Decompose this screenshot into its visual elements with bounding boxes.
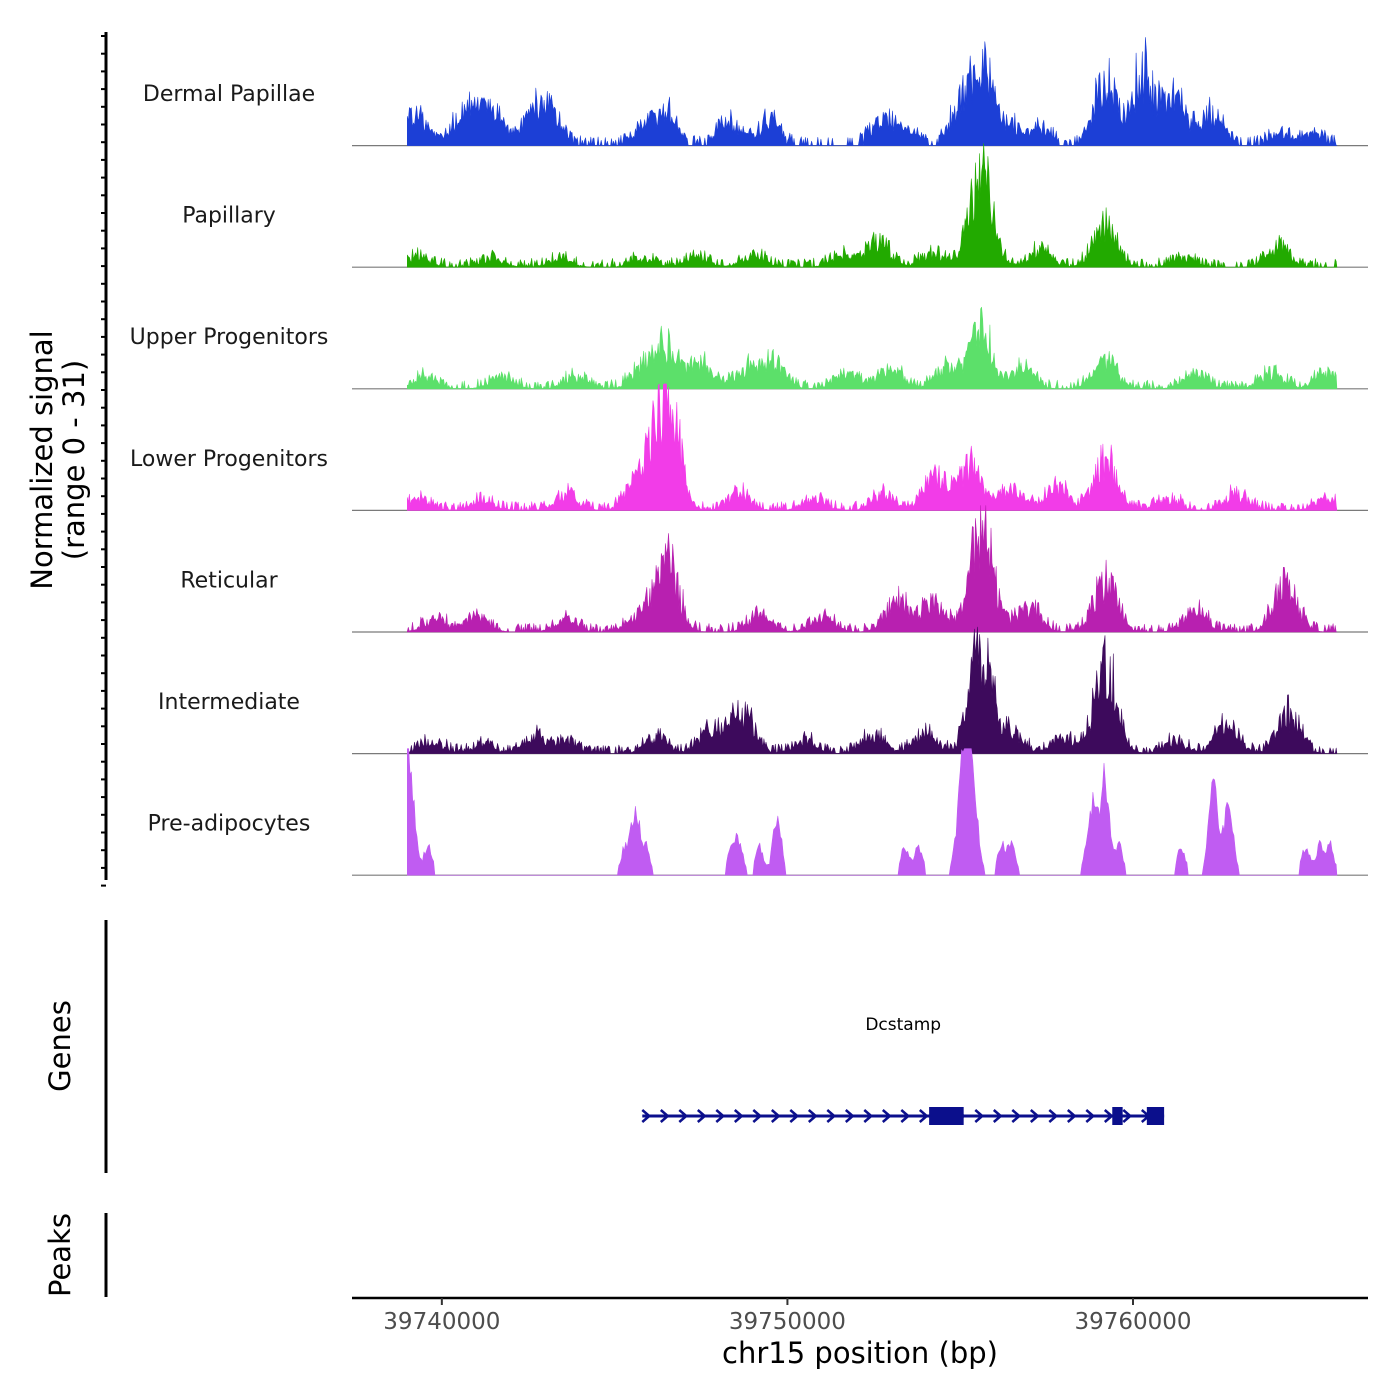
track-dermal-papillae: Dermal Papillae (143, 37, 1368, 147)
signal-area (407, 505, 1338, 633)
x-tick-label: 39760000 (1074, 1309, 1191, 1335)
strand-arrow (900, 1109, 911, 1123)
track-label: Intermediate (158, 690, 300, 715)
strand-arrow (770, 1109, 781, 1123)
signal-area (407, 37, 1338, 146)
track-label: Papillary (182, 204, 276, 229)
signal-tracks: Dermal Papillae Papillary Upper Progenitor… (130, 37, 1368, 876)
signal-area (407, 383, 1338, 511)
strand-arrow (918, 1109, 929, 1123)
x-axis-ticks: 39740000 39750000 39760000 (383, 1298, 1192, 1335)
gene-model (641, 1107, 1165, 1125)
track-label: Lower Progenitors (130, 447, 328, 472)
strand-arrow (807, 1109, 818, 1123)
signal-area (407, 306, 1338, 390)
gene-exon (1112, 1107, 1123, 1125)
x-tick-label: 39750000 (729, 1309, 846, 1335)
strand-arrow (1103, 1109, 1114, 1123)
strand-arrow (826, 1109, 837, 1123)
x-axis-title: chr15 position (bp) (722, 1336, 998, 1370)
strand-arrow (1066, 1109, 1077, 1123)
strand-arrow (752, 1109, 763, 1123)
track-label: Reticular (180, 568, 278, 593)
strand-arrow (733, 1109, 744, 1123)
strand-arrow (715, 1109, 726, 1123)
genes-panel-label: Genes (43, 1000, 77, 1092)
track-pre-adipocytes: Pre-adipocytes (148, 748, 1368, 876)
strand-arrow (1122, 1109, 1133, 1123)
gene-name-label: Dcstamp (865, 1015, 941, 1035)
strand-arrow (881, 1109, 892, 1123)
y-axis-title-line-1: Normalized signal (25, 330, 59, 589)
strand-arrow (641, 1109, 652, 1123)
track-label: Pre-adipocytes (148, 812, 311, 837)
gene-exon (1146, 1107, 1165, 1125)
strand-arrow (974, 1109, 985, 1123)
track-papillary: Papillary (182, 143, 1368, 268)
track-label: Upper Progenitors (130, 325, 329, 350)
strand-arrow (789, 1109, 800, 1123)
strand-arrow (1048, 1109, 1059, 1123)
y-axis-title-line-2: (range 0 - 31) (57, 360, 91, 560)
strand-arrow (1011, 1109, 1022, 1123)
strand-arrow (992, 1109, 1003, 1123)
gene-exon (929, 1107, 964, 1125)
strand-arrow (863, 1109, 874, 1123)
signal-y-axis (101, 32, 108, 887)
signal-area (407, 626, 1338, 754)
signal-area (407, 748, 1338, 876)
strand-arrow (1085, 1109, 1096, 1123)
track-intermediate: Intermediate (158, 626, 1368, 755)
track-reticular: Reticular (180, 505, 1368, 633)
strand-arrow (1029, 1109, 1040, 1123)
track-label: Dermal Papillae (143, 82, 315, 107)
peaks-panel-label: Peaks (43, 1213, 77, 1297)
strand-arrow (678, 1109, 689, 1123)
x-tick-label: 39740000 (383, 1309, 500, 1335)
track-lower-progenitors: Lower Progenitors (130, 383, 1368, 511)
track-upper-progenitors: Upper Progenitors (130, 306, 1368, 390)
strand-arrow (659, 1109, 670, 1123)
strand-arrow (696, 1109, 707, 1123)
signal-area (407, 143, 1338, 268)
strand-arrow (844, 1109, 855, 1123)
